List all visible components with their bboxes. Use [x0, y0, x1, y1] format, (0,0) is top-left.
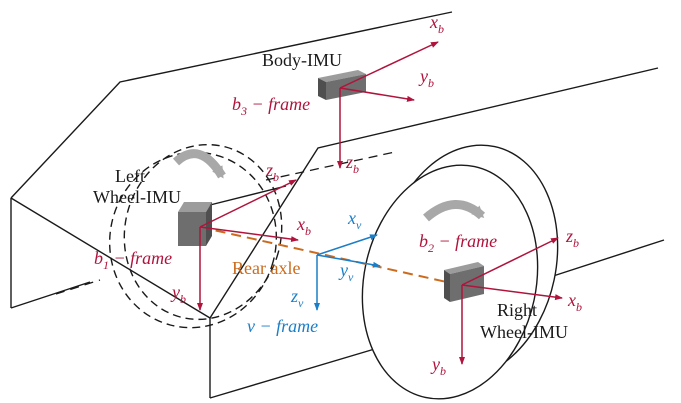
left-z-axis-label: zb — [265, 160, 279, 184]
right-wheel-axes — [459, 237, 563, 365]
rear-axle-label: Rear axle — [232, 258, 300, 278]
right-wheel-imu-sensor-icon — [444, 262, 484, 302]
left-wheel-imu-sensor-icon — [178, 202, 212, 246]
left-wheel-axes — [197, 179, 299, 311]
body-y-axis-label: yb — [418, 66, 434, 90]
right-rotation-arrow-icon — [423, 200, 486, 222]
vehicle-frame-label: v − frame — [247, 316, 318, 336]
vehicle-x-axis-label: xv — [347, 208, 362, 232]
left-wheel-frame-label: b1 − frame — [94, 248, 172, 272]
right-wheel-imu-label-line1: Right — [497, 300, 537, 320]
left-wheel-imu-label-line2: Wheel-IMU — [93, 187, 181, 207]
body-imu-label: Body-IMU — [262, 50, 342, 70]
right-y-axis-label: yb — [430, 354, 446, 378]
right-wheel — [361, 144, 559, 400]
vehicle-body-outline — [10, 11, 665, 399]
right-z-axis-label: zb — [565, 226, 579, 250]
body-z-axis-label: zb — [345, 152, 359, 176]
body-frame-label: b3 − frame — [232, 94, 310, 118]
left-x-axis-label: xb — [296, 214, 311, 238]
right-wheel-imu-label-line2: Wheel-IMU — [480, 322, 568, 342]
body-x-axis-label: xb — [429, 12, 444, 36]
right-x-axis-label: xb — [567, 290, 582, 314]
hidden-edge-line — [55, 279, 101, 295]
left-wheel-imu-label-line1: Left — [115, 166, 145, 186]
vehicle-frame-axes — [314, 234, 381, 311]
right-wheel-frame-label: b2 − frame — [419, 231, 497, 255]
vehicle-y-axis-label: yv — [338, 260, 354, 284]
body-imu-axes — [337, 41, 439, 169]
vehicle-z-axis-label: zv — [290, 286, 304, 310]
body-imu-sensor-icon — [318, 70, 366, 100]
rear-axle-line — [199, 226, 461, 286]
left-y-axis-label: yb — [170, 282, 186, 306]
left-wheel — [108, 143, 283, 329]
left-rotation-arrow-icon — [172, 149, 226, 179]
hidden-edge-line — [265, 151, 396, 181]
